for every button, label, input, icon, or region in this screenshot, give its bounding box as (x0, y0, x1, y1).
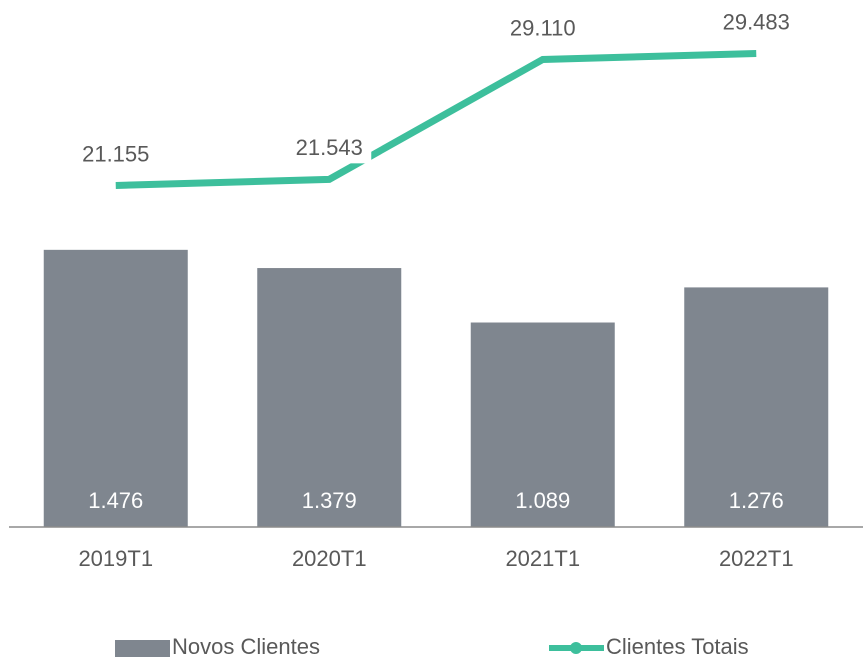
bar-value-label: 1.379 (302, 488, 357, 513)
line-value-label: 29.110 (510, 15, 576, 40)
bar (684, 287, 829, 527)
label-background (287, 135, 372, 164)
x-tick-label: 2022T1 (719, 546, 794, 571)
legend-label: Clientes Totais (606, 634, 749, 659)
x-tick-label: 2020T1 (292, 546, 367, 571)
bar (257, 268, 402, 527)
bar (470, 322, 615, 527)
line-value-label: 21.155 (82, 141, 149, 166)
legend-swatch (115, 640, 170, 657)
bar (43, 249, 188, 527)
label-background (500, 15, 585, 44)
bar-value-label: 1.276 (729, 488, 784, 513)
bar-value-label: 1.089 (515, 488, 570, 513)
legend-label: Novos Clientes (172, 634, 320, 659)
x-tick-label: 2021T1 (505, 546, 580, 571)
line-value-label: 21.543 (296, 135, 363, 160)
x-tick-label: 2019T1 (78, 546, 153, 571)
bar-value-label: 1.476 (88, 488, 143, 513)
line-value-label: 29.483 (723, 9, 790, 34)
label-background (73, 141, 158, 170)
line (115, 50, 757, 189)
legend-marker (570, 642, 582, 654)
label-background (714, 9, 799, 38)
